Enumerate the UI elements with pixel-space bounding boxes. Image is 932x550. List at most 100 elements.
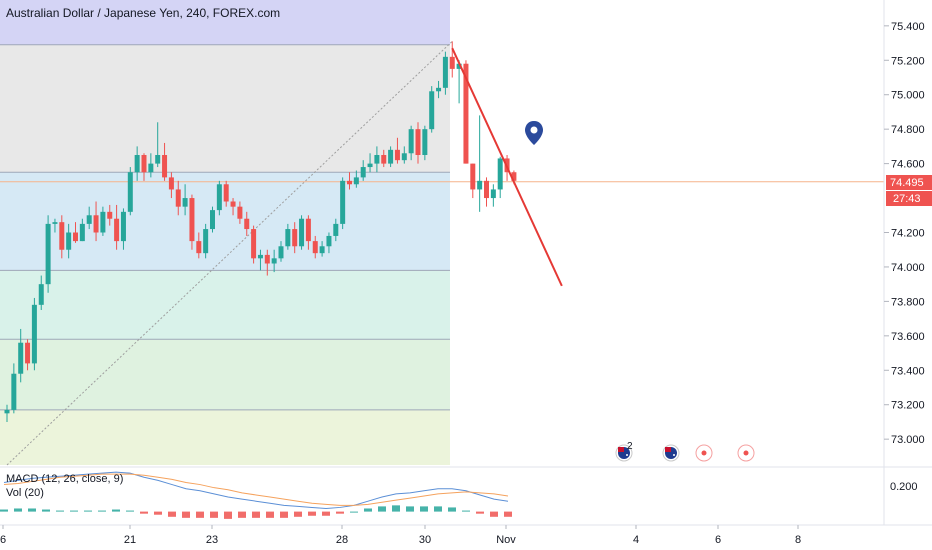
candle-body <box>114 218 120 242</box>
candle-body <box>216 184 222 211</box>
macd-histogram-bar <box>56 510 64 512</box>
fib-band <box>0 44 450 173</box>
macd-histogram-bar <box>406 506 414 512</box>
candle-body <box>52 222 58 224</box>
macd-histogram-bar <box>210 511 218 518</box>
macd-histogram-bar <box>168 511 176 517</box>
macd-histogram-bar <box>476 511 484 514</box>
candle-body <box>168 177 174 190</box>
fib-diagonal-line[interactable] <box>6 40 453 466</box>
candle-body <box>230 201 236 207</box>
candle-body <box>59 222 65 250</box>
current-price-badge <box>886 175 932 190</box>
australia-flag-icon[interactable] <box>615 444 633 462</box>
candle-body <box>141 155 147 173</box>
candle-body <box>429 91 435 130</box>
candle-body <box>305 218 311 242</box>
australia-flag-icon[interactable] <box>662 444 680 462</box>
candle-body <box>456 63 462 69</box>
candle-body <box>45 223 51 285</box>
time-tick-label: 30 <box>419 534 431 546</box>
candle-body <box>401 153 407 161</box>
time-tick-label: 6 <box>0 534 6 546</box>
candle-body <box>360 167 366 178</box>
time-axis[interactable]: 6 21 23 28 30 Nov 4 6 8 <box>0 525 801 546</box>
price-axis[interactable]: 75.400 75.200 75.000 74.800 74.600 74.200 74.0… <box>884 21 925 446</box>
macd-histogram <box>0 505 512 519</box>
candle-body <box>244 218 250 230</box>
macd-histogram-bar <box>252 511 260 518</box>
candle-body <box>237 206 243 219</box>
fib-band <box>0 339 450 410</box>
macd-histogram-bar <box>350 511 358 513</box>
price-tick-label: 73.200 <box>891 400 925 412</box>
macd-histogram-bar <box>336 511 344 514</box>
time-tick-label: 4 <box>633 534 639 546</box>
price-tick-label: 74.600 <box>891 159 925 171</box>
candle-body <box>120 211 126 242</box>
price-tick-label: 75.400 <box>891 21 925 33</box>
macd-histogram-bar <box>224 511 232 519</box>
candle-body <box>326 235 332 247</box>
time-tick-label: 21 <box>124 534 136 546</box>
volume-legend[interactable]: Vol (20) <box>6 487 44 499</box>
candle-body <box>484 180 489 199</box>
macd-histogram-bar <box>28 508 36 512</box>
time-tick-label: Nov <box>496 534 516 546</box>
macd-line <box>3 471 509 509</box>
candle-body <box>25 342 31 364</box>
candle-body <box>223 184 229 202</box>
macd-histogram-bar <box>308 511 316 516</box>
candle-body <box>162 155 168 178</box>
macd-histogram-bar <box>84 510 92 512</box>
price-tick-label: 75.000 <box>891 90 925 102</box>
trend-line[interactable] <box>451 47 563 287</box>
candle-body <box>340 180 346 224</box>
macd-histogram-bar <box>280 511 288 518</box>
candle-body <box>388 149 394 164</box>
candle-body <box>312 241 318 254</box>
macd-histogram-bar <box>42 509 50 512</box>
candle-body <box>18 342 24 374</box>
macd-histogram-bar <box>182 511 190 518</box>
price-tick-label: 73.000 <box>891 434 925 446</box>
price-tick-label: 73.400 <box>891 365 925 377</box>
time-tick-label: 8 <box>795 534 801 546</box>
candle-body <box>374 155 380 164</box>
candle-body <box>271 258 277 264</box>
event-dot-icon[interactable] <box>737 444 755 462</box>
price-tick-label: 74.800 <box>891 124 925 136</box>
macd-tick-label: 0.200 <box>890 481 918 493</box>
event-dot-icon[interactable] <box>695 444 713 462</box>
candle-body <box>31 304 37 364</box>
countdown-badge <box>886 191 932 206</box>
price-tick-label: 74.200 <box>891 228 925 240</box>
macd-histogram-bar <box>196 511 204 518</box>
map-pin-icon[interactable] <box>525 121 543 145</box>
candle-body <box>436 87 442 92</box>
macd-histogram-bar <box>378 506 386 512</box>
candle-body <box>285 229 291 247</box>
macd-histogram-bar <box>112 509 120 512</box>
price-tick-label: 73.600 <box>891 331 925 343</box>
candle-body <box>278 246 284 259</box>
candle-body <box>148 163 154 173</box>
macd-histogram-bar <box>294 511 302 517</box>
countdown-value: 27:43 <box>893 193 921 205</box>
candle-body <box>347 180 352 185</box>
candle-body <box>422 129 428 155</box>
macd-legend[interactable]: MACD (12, 26, close, 9) <box>6 473 124 485</box>
candle-body <box>175 189 181 207</box>
current-price-value: 74.495 <box>890 177 924 189</box>
candle-body <box>86 215 92 224</box>
candle-body <box>353 177 359 185</box>
candle-body <box>333 223 339 236</box>
price-tick-label: 74.000 <box>891 262 925 274</box>
candle-body <box>182 198 188 207</box>
macd-histogram-bar <box>462 510 470 512</box>
candle-body <box>155 155 161 164</box>
candle-body <box>251 229 257 259</box>
macd-histogram-bar <box>14 508 22 512</box>
candle-body <box>415 129 421 155</box>
